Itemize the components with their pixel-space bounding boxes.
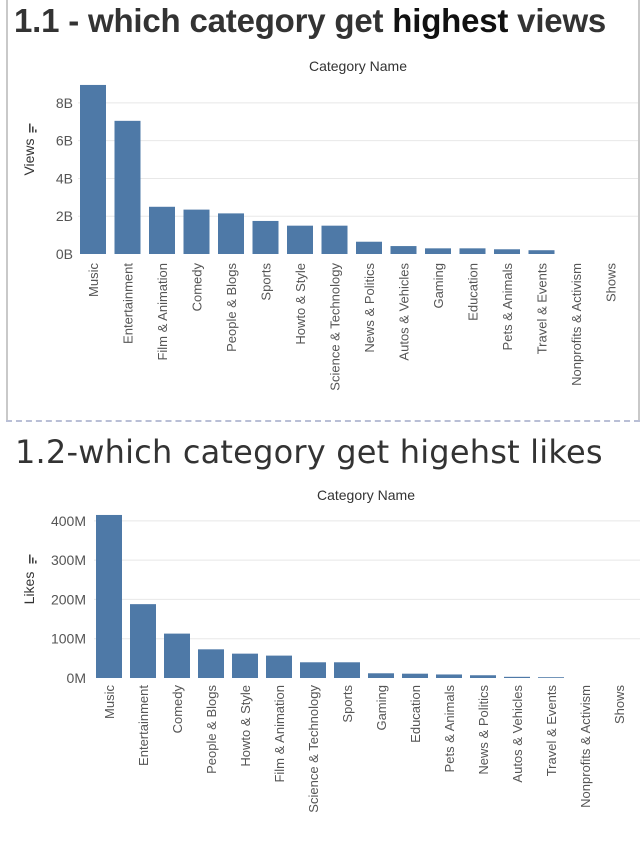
likes-bar-comedy[interactable] [164, 633, 190, 678]
likes-bar-entertainment[interactable] [130, 604, 156, 678]
likes-y-tick-label: 300M [51, 552, 86, 568]
likes-category-label: News & Politics [476, 685, 491, 775]
likes-y-tick-label: 400M [51, 513, 86, 529]
likes-bar-travel-events[interactable] [538, 677, 564, 678]
likes-category-label: Comedy [170, 685, 185, 734]
likes-sort-icon[interactable] [29, 554, 37, 564]
views-bar-pets-animals[interactable] [494, 249, 520, 254]
views-y-tick-label: 4B [56, 170, 73, 186]
likes-bar-film-animation[interactable] [266, 655, 292, 678]
views-panel-frame [6, 0, 640, 420]
views-category-label: Nonprofits & Activism [569, 263, 584, 386]
likes-bar-music[interactable] [96, 514, 122, 678]
views-bar-music[interactable] [80, 84, 106, 254]
views-title-suffix: views [508, 2, 607, 39]
views-bar-science-technology[interactable] [321, 225, 348, 254]
likes-category-label: People & Blogs [204, 685, 219, 774]
views-bar-travel-events[interactable] [528, 250, 555, 254]
likes-category-label: Gaming [374, 685, 389, 731]
likes-bar-education[interactable] [402, 673, 428, 678]
likes-category-label: Autos & Vehicles [510, 685, 525, 783]
likes-category-label: Travel & Events [544, 685, 559, 777]
panel-divider [6, 420, 640, 422]
views-panel: 1.1 - which category get highest views [0, 0, 643, 422]
likes-bar-autos-vehicles[interactable] [504, 676, 530, 678]
views-category-label: Shows [604, 263, 619, 303]
views-category-axis-title: Category Name [309, 58, 407, 74]
views-category-label: Science & Technology [328, 263, 343, 391]
likes-category-label: Education [408, 685, 423, 743]
likes-category-label: Entertainment [136, 685, 151, 766]
likes-category-label: Film & Animation [272, 685, 287, 783]
views-bar-sports[interactable] [252, 220, 279, 254]
views-category-label: Film & Animation [155, 263, 170, 361]
likes-y-axis-title: Likes [21, 572, 37, 605]
views-bar-autos-vehicles[interactable] [390, 246, 417, 254]
likes-y-tick-label: 0M [67, 670, 86, 686]
likes-category-axis-title: Category Name [317, 487, 415, 503]
likes-bar-sports[interactable] [334, 662, 360, 678]
views-category-label: Gaming [431, 263, 446, 309]
views-category-label: Autos & Vehicles [397, 263, 412, 361]
views-bar-education[interactable] [459, 248, 486, 254]
views-category-label: News & Politics [362, 263, 377, 353]
views-category-label: Travel & Events [535, 263, 550, 355]
views-category-label: Entertainment [121, 263, 136, 344]
views-bar-people-blogs[interactable] [218, 213, 244, 254]
views-category-label: Sports [259, 263, 274, 301]
likes-y-tick-label: 100M [51, 631, 86, 647]
views-category-label: People & Blogs [224, 263, 239, 352]
likes-bar-pets-animals[interactable] [436, 674, 462, 678]
likes-category-label: Nonprofits & Activism [578, 685, 593, 808]
views-category-label: Comedy [190, 263, 205, 312]
likes-bar-people-blogs[interactable] [198, 649, 224, 678]
likes-category-label: Shows [612, 685, 627, 725]
likes-bar-gaming[interactable] [368, 673, 394, 678]
likes-chart-title: 1.2-which category get higehst likes [15, 433, 603, 471]
views-bar-comedy[interactable] [183, 209, 210, 254]
views-category-label: Pets & Animals [500, 263, 515, 351]
likes-category-label: Music [102, 685, 117, 719]
likes-bar-science-technology[interactable] [300, 662, 326, 678]
views-y-tick-label: 2B [56, 208, 73, 224]
views-bar-entertainment[interactable] [114, 120, 141, 254]
views-bar-howto-style[interactable] [287, 225, 313, 254]
views-title-bold: highest [392, 2, 509, 39]
likes-category-label: Sports [340, 685, 355, 723]
likes-y-tick-label: 200M [51, 591, 86, 607]
views-category-label: Education [466, 263, 481, 321]
likes-category-label: Science & Technology [306, 685, 321, 813]
views-sort-icon[interactable] [29, 123, 37, 133]
views-title-prefix: 1.1 - which category get [14, 2, 393, 39]
views-y-tick-label: 6B [56, 133, 73, 149]
views-category-label: Howto & Style [293, 263, 308, 345]
views-bar-film-animation[interactable] [149, 206, 175, 254]
views-bar-gaming[interactable] [425, 248, 451, 254]
views-chart-title: 1.1 - which category get highest views [14, 2, 606, 40]
likes-category-label: Pets & Animals [442, 685, 457, 773]
views-bar-chart: Category Name 0B 2B 4B 6B 8B Views Music Enterta… [21, 58, 638, 391]
views-category-label: Music [86, 263, 101, 297]
views-y-axis-title: Views [21, 138, 37, 175]
likes-bar-news-politics[interactable] [470, 675, 496, 678]
views-y-tick-label: 8B [56, 95, 73, 111]
likes-bar-howto-style[interactable] [232, 653, 258, 678]
views-bar-news-politics[interactable] [356, 241, 382, 254]
likes-category-label: Howto & Style [238, 685, 253, 767]
views-y-tick-label: 0B [56, 246, 73, 262]
